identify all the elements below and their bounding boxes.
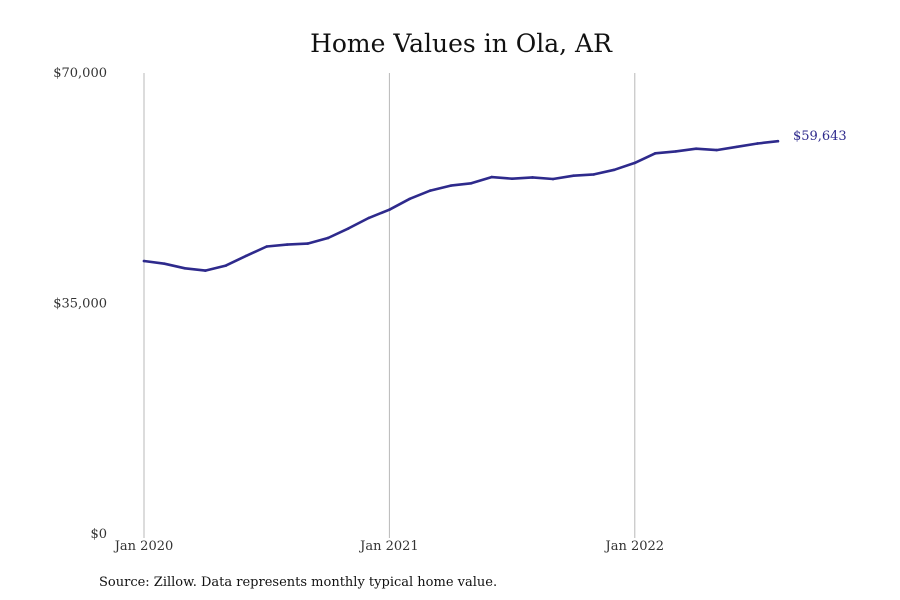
y-axis-ticks: $0 $35,000 $70,000 [53, 66, 107, 542]
data-point [183, 266, 187, 270]
data-point [592, 173, 596, 176]
data-point [490, 175, 493, 179]
source-note: Source: Zillow. Data represents monthly … [99, 575, 497, 590]
y-tick-label: $35,000 [53, 297, 107, 312]
data-point [531, 176, 534, 179]
data-point [265, 245, 269, 248]
data-point [674, 150, 677, 153]
data-point [408, 197, 412, 201]
data-point [367, 216, 371, 220]
x-tick-label: Jan 2020 [113, 539, 174, 554]
data-point [326, 236, 330, 240]
data-point [776, 139, 780, 143]
data-point [224, 264, 228, 267]
chart-title: Home Values in Ola, AR [310, 29, 613, 58]
data-point [715, 148, 718, 152]
x-tick-label: Jan 2021 [358, 539, 419, 554]
data-point [347, 227, 350, 230]
data-point [142, 259, 146, 263]
data-point [510, 177, 514, 181]
data-point [204, 269, 207, 272]
data-point [429, 189, 432, 192]
y-tick-label: $70,000 [53, 66, 107, 81]
gridlines [143, 73, 636, 538]
data-point [633, 161, 637, 165]
x-tick-label: Jan 2022 [604, 539, 665, 554]
y-tick-label: $0 [90, 527, 107, 542]
data-point [756, 142, 759, 145]
data-point [613, 168, 616, 172]
data-point [388, 208, 391, 211]
x-axis-ticks: Jan 2020 Jan 2021 Jan 2022 [113, 539, 664, 554]
data-point [306, 242, 309, 245]
data-point [572, 174, 575, 178]
data-point [653, 152, 657, 155]
data-point [735, 145, 739, 149]
series-line [142, 139, 780, 272]
last-value-label: $59,643 [793, 129, 847, 144]
data-point [285, 243, 289, 246]
data-point [244, 254, 248, 258]
data-point [449, 184, 453, 187]
series-layer [142, 139, 780, 272]
data-point [694, 147, 698, 151]
data-point [551, 177, 555, 181]
data-point [163, 262, 166, 265]
data-point [469, 182, 473, 185]
